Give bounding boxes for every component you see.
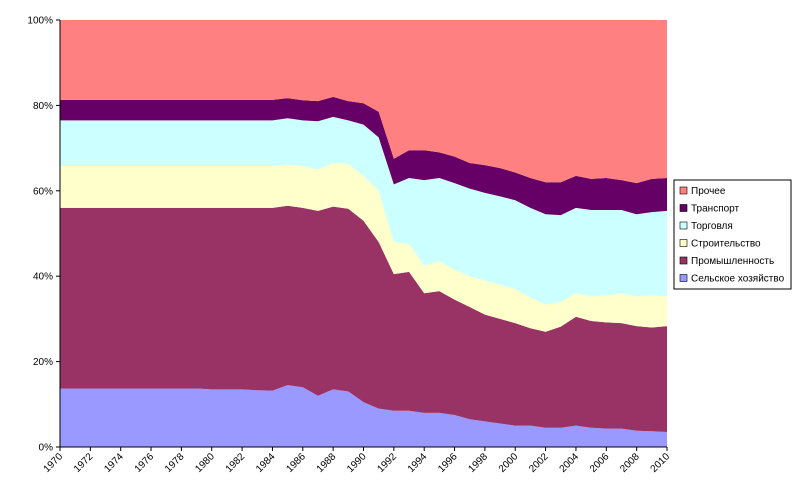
area xyxy=(60,205,667,433)
legend-swatch xyxy=(679,204,688,212)
x-tick-label: 2002 xyxy=(527,451,551,475)
legend-label: Строительство xyxy=(691,239,761,250)
legend-swatch xyxy=(679,274,688,282)
x-tick-label: 1990 xyxy=(345,451,369,475)
area xyxy=(60,163,667,332)
legend-swatch xyxy=(679,186,688,195)
y-tick-label: 60% xyxy=(33,186,53,197)
y-tick-label: 100% xyxy=(27,16,53,27)
x-tick-label: 2004 xyxy=(558,451,582,475)
legend-label: Промышленность xyxy=(691,256,774,267)
legend-label: Сельское хозяйство xyxy=(691,274,785,285)
x-tick-label: 1974 xyxy=(102,451,126,475)
x-tick-label: 1982 xyxy=(224,451,248,475)
x-tick-label: 1986 xyxy=(284,451,308,475)
x-tick-label: 2006 xyxy=(588,451,612,475)
x-tick-label: 1978 xyxy=(163,451,187,475)
x-tick-label: 1984 xyxy=(254,451,278,475)
area xyxy=(60,385,667,447)
legend-swatch xyxy=(679,256,688,265)
x-tick-label: 1988 xyxy=(315,451,339,475)
x-tick-label: 2008 xyxy=(618,451,642,475)
legend-label: Торговля xyxy=(691,221,733,232)
x-tick-label: 2010 xyxy=(649,451,673,475)
legend-swatch xyxy=(679,239,688,247)
legend-label: Прочее xyxy=(691,186,726,197)
x-tick-label: 1994 xyxy=(406,451,430,475)
legend-box xyxy=(673,179,792,290)
legend-label: Транспорт xyxy=(691,204,740,215)
y-tick-label: 0% xyxy=(39,443,54,454)
y-tick-label: 80% xyxy=(33,101,53,112)
y-tick-label: 40% xyxy=(33,272,53,283)
area xyxy=(60,116,667,305)
area xyxy=(60,96,667,216)
x-tick-label: 1996 xyxy=(436,451,460,475)
x-tick-label: 1998 xyxy=(467,451,491,475)
x-tick-label: 1976 xyxy=(133,451,157,475)
y-tick-label: 20% xyxy=(33,357,53,368)
x-tick-label: 1970 xyxy=(42,451,66,475)
area xyxy=(60,20,667,184)
x-tick-label: 2000 xyxy=(497,451,521,475)
x-tick-label: 1992 xyxy=(375,451,399,475)
x-tick-label: 1972 xyxy=(72,451,96,475)
legend-swatch xyxy=(679,221,688,230)
x-tick-label: 1980 xyxy=(193,451,217,475)
